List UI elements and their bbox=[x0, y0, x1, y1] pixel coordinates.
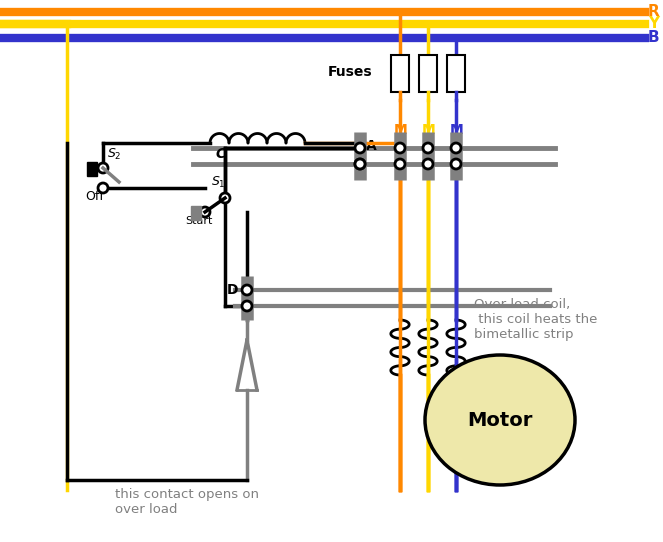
Circle shape bbox=[98, 163, 108, 173]
Text: B: B bbox=[648, 30, 660, 46]
Circle shape bbox=[395, 159, 405, 169]
Text: Start: Start bbox=[185, 216, 212, 226]
Circle shape bbox=[220, 193, 230, 203]
Text: Y: Y bbox=[648, 16, 659, 31]
Text: M: M bbox=[450, 123, 463, 137]
Text: Over load coil,
 this coil heats the
bimetallic strip: Over load coil, this coil heats the bime… bbox=[474, 298, 597, 341]
Circle shape bbox=[242, 285, 252, 295]
Text: M: M bbox=[394, 123, 408, 137]
Circle shape bbox=[200, 207, 210, 217]
Text: R: R bbox=[648, 4, 660, 20]
Bar bbox=[447, 55, 465, 92]
Circle shape bbox=[98, 183, 108, 193]
Text: $S_2$: $S_2$ bbox=[107, 147, 121, 162]
Bar bbox=[191, 206, 201, 220]
Text: C: C bbox=[215, 147, 225, 161]
Circle shape bbox=[355, 159, 365, 169]
Circle shape bbox=[423, 143, 433, 153]
Text: Motor: Motor bbox=[467, 410, 532, 429]
Circle shape bbox=[395, 143, 405, 153]
Text: A: A bbox=[366, 139, 377, 153]
Circle shape bbox=[451, 143, 461, 153]
Circle shape bbox=[355, 159, 365, 169]
Text: this contact opens on
over load: this contact opens on over load bbox=[115, 488, 259, 516]
Circle shape bbox=[355, 143, 365, 153]
Text: Off: Off bbox=[85, 190, 104, 203]
Bar bbox=[419, 55, 437, 92]
Circle shape bbox=[242, 301, 252, 311]
Circle shape bbox=[451, 159, 461, 169]
Bar bbox=[391, 55, 409, 92]
Text: M: M bbox=[422, 123, 436, 137]
Text: D: D bbox=[227, 283, 239, 297]
Ellipse shape bbox=[425, 355, 575, 485]
Bar bbox=[87, 162, 97, 176]
Circle shape bbox=[423, 159, 433, 169]
Text: $S_1$: $S_1$ bbox=[211, 175, 225, 190]
Text: Fuses: Fuses bbox=[328, 64, 373, 79]
